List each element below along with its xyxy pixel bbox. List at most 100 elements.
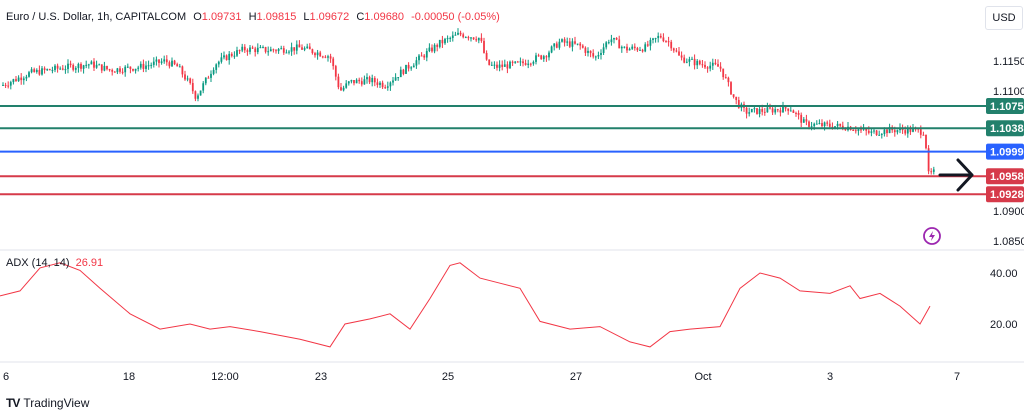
candle-body	[649, 39, 652, 46]
candle-body	[688, 59, 691, 62]
candle-body	[462, 34, 465, 38]
candle-body	[41, 68, 43, 75]
candle-body	[7, 85, 10, 87]
indicator-header[interactable]: ADX (14, 14) 26.91	[6, 257, 103, 269]
candle-body	[763, 111, 766, 113]
low-label: L	[303, 11, 310, 23]
candle-body	[215, 64, 218, 70]
candle-body	[571, 41, 574, 47]
symbol-title[interactable]: Euro / U.S. Dollar, 1h, CAPITALCOM	[6, 11, 187, 23]
candle-body	[358, 79, 361, 82]
price-tick-label: 1.0850	[993, 236, 1024, 248]
candle-body	[753, 108, 756, 110]
candle-body	[542, 56, 545, 60]
currency-button[interactable]: USD	[985, 6, 1023, 30]
candle-body	[776, 109, 779, 111]
candle-body	[189, 78, 192, 84]
candle-body	[202, 83, 205, 91]
horizontal-levels[interactable]: 1.1075 1.1038 1.0999 1.0958 1.0928	[0, 98, 1024, 203]
candle-body	[54, 65, 56, 71]
candle-body	[353, 80, 355, 84]
candle-body	[865, 128, 868, 131]
candle-body	[587, 50, 589, 53]
candle-body	[152, 61, 155, 65]
candle-body	[672, 48, 675, 51]
candle-body	[875, 130, 878, 136]
candle-body	[930, 171, 933, 173]
candle-body	[535, 55, 537, 62]
candle-body	[285, 52, 288, 54]
candle-body	[254, 48, 257, 53]
candle-body	[129, 66, 132, 69]
candle-body	[750, 108, 753, 113]
candle-body	[438, 39, 441, 47]
candle-body	[95, 64, 98, 68]
candle-body	[347, 81, 350, 84]
time-tick-label: 27	[570, 371, 582, 383]
candle-body	[355, 79, 358, 84]
candle-body	[181, 66, 184, 75]
indicator-name: ADX (14, 14)	[6, 257, 70, 269]
candle-body	[108, 69, 111, 71]
candle-body	[854, 130, 857, 132]
candle-body	[332, 58, 335, 67]
candle-body	[329, 56, 332, 59]
candle-body	[371, 77, 374, 83]
candle-body	[779, 110, 782, 113]
candle-body	[732, 94, 735, 97]
candle-body	[784, 105, 787, 109]
candle-body	[9, 82, 12, 86]
candle-body	[38, 69, 41, 75]
candle-body	[522, 61, 524, 64]
candle-body	[909, 127, 912, 132]
candle-body	[524, 63, 527, 65]
price-tick-label: 1.1150	[993, 56, 1024, 68]
candle-body	[418, 55, 420, 61]
candle-body	[186, 78, 189, 80]
candle-body	[210, 73, 212, 78]
arrow-annotation[interactable]	[938, 158, 974, 192]
candle-body	[415, 60, 418, 66]
candle-body	[319, 52, 322, 57]
candle-body	[262, 47, 264, 49]
candle-body	[249, 47, 251, 52]
candle-body	[475, 39, 478, 41]
candle-body	[503, 64, 506, 67]
candle-body	[592, 53, 595, 57]
candle-body	[176, 64, 179, 67]
candle-body	[904, 130, 907, 134]
candle-body	[48, 69, 51, 71]
candle-body	[680, 55, 683, 58]
candle-body	[397, 77, 400, 79]
candle-body	[2, 84, 4, 86]
chart-header: Euro / U.S. Dollar, 1h, CAPITALCOM O1.09…	[6, 11, 500, 23]
candle-body	[529, 63, 532, 65]
candle-body	[293, 47, 296, 51]
candle-body	[589, 50, 592, 54]
candle-body	[251, 47, 254, 49]
candle-body	[275, 50, 277, 52]
candle-body	[134, 68, 137, 71]
price-tick-label: 1.1100	[993, 86, 1024, 98]
candle-body	[925, 134, 927, 149]
candle-body	[373, 77, 376, 83]
candle-body	[173, 60, 176, 65]
candle-body	[701, 64, 704, 66]
flash-icon[interactable]	[923, 227, 941, 245]
candle-body	[64, 69, 67, 71]
candle-body	[191, 83, 194, 92]
candle-body	[568, 41, 571, 47]
tradingview-logo[interactable]: TV TradingView	[6, 396, 89, 410]
candle-body	[246, 50, 249, 52]
candle-body	[444, 38, 446, 44]
candle-body	[488, 59, 491, 65]
candle-body	[646, 44, 649, 46]
candle-body	[233, 55, 236, 57]
candle-body	[496, 64, 498, 68]
candle-body	[342, 87, 345, 91]
candle-body	[217, 61, 220, 65]
candle-body	[12, 79, 15, 83]
candle-body	[77, 63, 80, 69]
candle-body	[288, 51, 290, 53]
